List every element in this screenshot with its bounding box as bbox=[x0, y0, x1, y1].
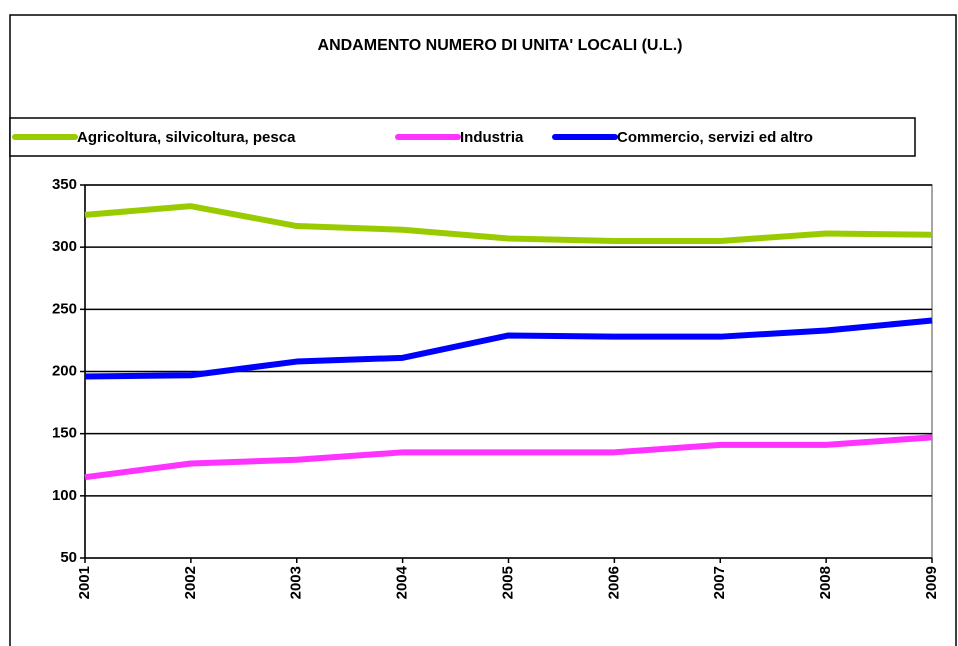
legend-label: Commercio, servizi ed altro bbox=[617, 129, 813, 146]
x-tick-label: 2004 bbox=[394, 565, 411, 599]
legend-box bbox=[9, 117, 916, 157]
y-tick-label: 150 bbox=[52, 425, 77, 442]
x-tick-label: 2003 bbox=[288, 566, 305, 599]
y-tick-label: 200 bbox=[52, 362, 77, 379]
x-tick-label: 2007 bbox=[711, 566, 728, 599]
x-tick-label: 2008 bbox=[817, 566, 834, 599]
x-tick-label: 2005 bbox=[499, 566, 516, 599]
x-tick-label: 2006 bbox=[605, 566, 622, 599]
line-series bbox=[84, 434, 933, 481]
line-series bbox=[84, 203, 933, 244]
x-tick-label: 2002 bbox=[182, 566, 199, 599]
y-tick-label: 100 bbox=[52, 487, 77, 504]
y-tick-label: 350 bbox=[52, 176, 77, 193]
x-tick-label: 2001 bbox=[76, 566, 93, 599]
chart-title: ANDAMENTO NUMERO DI UNITA' LOCALI (U.L.) bbox=[318, 37, 683, 54]
y-tick-label: 50 bbox=[60, 549, 77, 566]
legend-label: Agricoltura, silvicoltura, pesca bbox=[77, 129, 296, 146]
y-tick-label: 300 bbox=[52, 238, 77, 255]
x-tick-label: 2009 bbox=[923, 566, 940, 599]
y-tick-label: 250 bbox=[52, 300, 77, 317]
line-series bbox=[84, 317, 933, 380]
legend-label: Industria bbox=[460, 129, 524, 146]
chart-frame bbox=[9, 14, 957, 646]
